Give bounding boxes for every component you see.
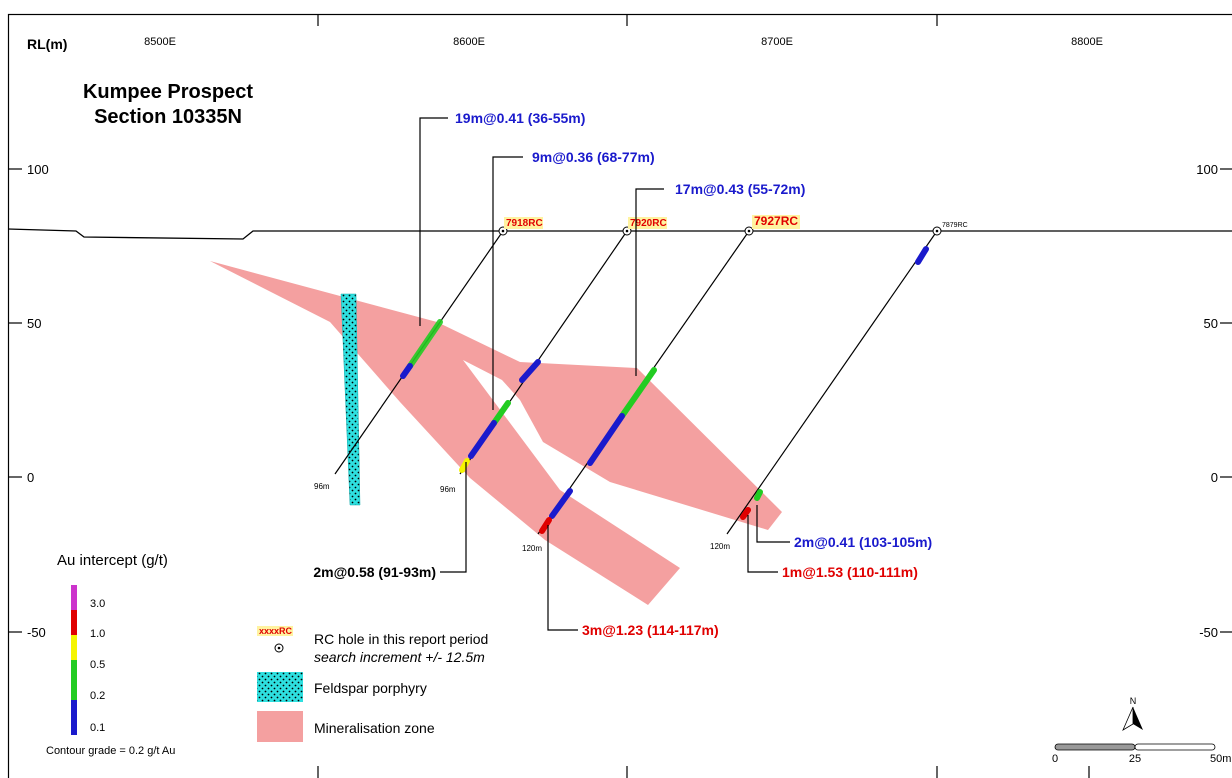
intercept-label: 9m@0.36 (68-77m) — [532, 149, 655, 165]
y-axis-label: RL(m) — [27, 36, 67, 52]
section-title: Kumpee Prospect — [83, 81, 253, 103]
rl-tick-label-right: -50 — [1199, 625, 1218, 640]
interval-green — [407, 319, 443, 369]
contour-grade-note: Contour grade = 0.2 g/t Au — [46, 745, 175, 757]
mineralisation-zones — [210, 261, 782, 605]
easting-tick-label: 8600E — [453, 36, 485, 48]
legend-porphyry-swatch — [257, 672, 303, 702]
intercept-label: 2m@0.58 (91-93m) — [313, 564, 436, 580]
grade-swatch-yellow — [71, 635, 77, 660]
legend-hole-swatch — [257, 626, 293, 636]
rl-tick-label-left: 50 — [27, 316, 41, 331]
collar-marker — [501, 229, 505, 233]
scale-label: 50m — [1210, 753, 1231, 765]
interval-red — [740, 507, 751, 520]
grade-level-label: 3.0 — [90, 598, 105, 610]
ground-surface — [7, 228, 1232, 240]
hole-label: 7927RC — [754, 214, 798, 228]
drill-hole-trace — [726, 230, 938, 535]
easting-tick-label: 8700E — [761, 36, 793, 48]
easting-tick-label: 8500E — [144, 36, 176, 48]
grade-swatch-purple — [71, 585, 77, 610]
grade-legend: Au intercept (g/t) 3.0 1.0 0.5 0.2 0.1 C… — [46, 552, 175, 757]
top-ticks — [317, 14, 1090, 778]
rl-tick-label-right: 50 — [1204, 316, 1218, 331]
grade-swatch-blue — [71, 700, 77, 735]
depth-label: 96m — [314, 482, 330, 491]
map-frame — [7, 13, 1232, 778]
interval-blue — [468, 420, 497, 459]
north-label: N — [1130, 696, 1137, 706]
legend-porphyry-label: Feldspar porphyry — [314, 680, 427, 696]
interval-blue — [915, 246, 929, 265]
rl-tick-label-left: 100 — [27, 162, 49, 177]
scale-bar: 0 25 50m — [1052, 743, 1231, 765]
rl-tick-label-left: 0 — [27, 470, 34, 485]
legend-collar-icon — [277, 646, 281, 650]
grade-swatch-green — [71, 660, 77, 700]
north-arrow-icon: N — [1122, 696, 1143, 731]
depth-label: 120m — [522, 544, 542, 553]
interval-green — [754, 489, 763, 501]
grade-level-label: 0.1 — [90, 722, 105, 734]
legend-mineral-label: Mineralisation zone — [314, 720, 435, 736]
grade-swatch-red — [71, 610, 77, 635]
easting-tick-label: 8800E — [1071, 36, 1103, 48]
feldspar-porphyry-dyke — [340, 293, 361, 506]
scale-bar-segment — [1134, 743, 1216, 751]
hole-label: 7920RC — [630, 218, 667, 229]
intercept-label: 19m@0.41 (36-55m) — [455, 110, 585, 126]
rl-tick-label-left: -50 — [27, 625, 46, 640]
interval-red — [539, 517, 552, 534]
collar-marker — [625, 229, 629, 233]
interval-blue — [549, 488, 573, 519]
grade-level-label: 0.5 — [90, 659, 105, 671]
scale-bar-segment — [1054, 743, 1136, 751]
hole-label-highlight — [628, 217, 667, 229]
rl-tick-label-right: 0 — [1211, 470, 1218, 485]
hole-label: 7918RC — [506, 218, 543, 229]
interval-blue — [519, 359, 541, 383]
intercept-label: 3m@1.23 (114-117m) — [582, 622, 719, 638]
collar-marker — [935, 229, 939, 233]
intercept-label: 1m@1.53 (110-111m) — [782, 564, 918, 580]
legend-hole-sample: xxxxRC — [259, 626, 293, 636]
depth-label: 120m — [710, 542, 730, 551]
leader-lines — [419, 117, 790, 631]
map-legend: xxxxRC RC hole in this report period sea… — [257, 626, 488, 742]
legend-hole-text: RC hole in this report period — [314, 631, 488, 647]
scale-label: 0 — [1052, 753, 1058, 765]
legend-hole-note: search increment +/- 12.5m — [314, 649, 485, 665]
intercept-label: 17m@0.43 (55-72m) — [675, 181, 805, 197]
legend-mineral-swatch — [257, 711, 303, 742]
depth-label: 96m — [440, 485, 456, 494]
hole-label: 7879RC — [942, 222, 968, 229]
grade-level-label: 0.2 — [90, 690, 105, 702]
interval-green — [619, 367, 657, 419]
hole-label-highlight — [752, 215, 800, 229]
assay-intervals — [400, 246, 929, 534]
collar-marker — [747, 229, 751, 233]
mineral-zone — [210, 261, 782, 605]
scale-label: 25 — [1129, 753, 1141, 765]
interval-green — [491, 400, 511, 426]
grade-legend-title: Au intercept (g/t) — [57, 552, 168, 569]
interval-blue — [400, 363, 413, 379]
hole-label-highlight — [504, 217, 543, 229]
interval-blue — [587, 413, 625, 466]
grade-level-label: 1.0 — [90, 628, 105, 640]
side-ticks — [8, 168, 1232, 633]
section-subtitle: Section 10335N — [94, 106, 242, 128]
intercept-label: 2m@0.41 (103-105m) — [794, 534, 932, 550]
rl-tick-label-right: 100 — [1196, 162, 1218, 177]
